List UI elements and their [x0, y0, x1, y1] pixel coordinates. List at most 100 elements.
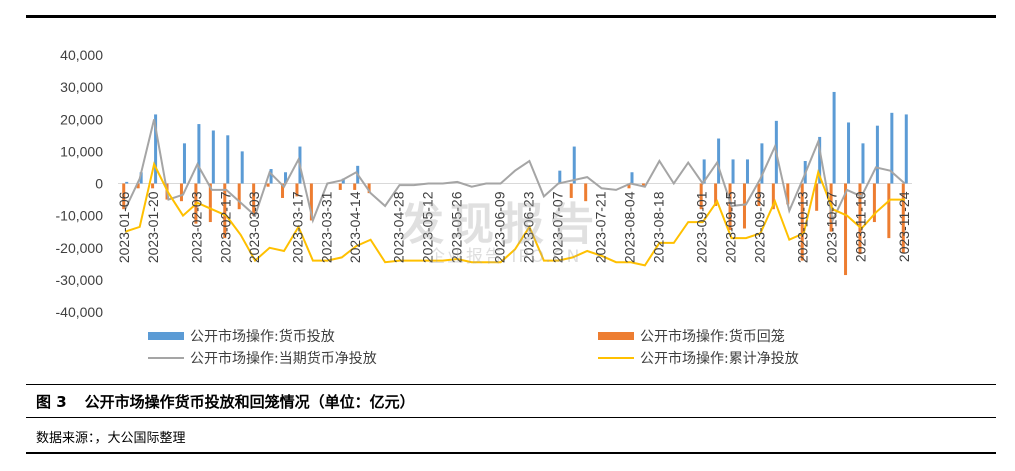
bar-withdraw: [699, 183, 703, 210]
bar-withdraw: [901, 183, 905, 253]
bar-invest: [341, 178, 345, 184]
bar-invest: [745, 159, 749, 184]
y-axis: 40,000 30,000 20,000 10,000 0 -10,000 -20,000 -…: [56, 47, 104, 320]
x-tick-label: 2023-05-12: [419, 191, 435, 263]
bar-invest: [904, 114, 908, 184]
bar-withdraw: [367, 183, 371, 194]
x-tick-label: 2023-09-15: [723, 191, 739, 263]
bar-withdraw: [584, 183, 588, 202]
y-tick-label: 10,000: [60, 143, 103, 159]
bar-invest: [197, 124, 201, 184]
bar-invest: [731, 159, 735, 184]
x-tick-label: 2023-09-29: [751, 191, 767, 263]
watermark-sub: 企业报告 IPO.CN: [428, 247, 582, 267]
bar-invest: [182, 143, 186, 184]
bar-withdraw: [338, 183, 342, 190]
x-tick-label: 2023-06-09: [492, 191, 508, 263]
bar-withdraw: [714, 183, 718, 206]
bar-withdraw: [252, 183, 256, 216]
bar-invest: [847, 122, 851, 184]
bars-invest-series: [125, 91, 908, 184]
bar-withdraw: [569, 183, 573, 198]
bar-invest: [875, 125, 879, 184]
x-tick-label: 2023-08-18: [650, 191, 666, 263]
bar-withdraw: [627, 183, 631, 189]
y-tick-label: -20,000: [56, 240, 104, 256]
y-tick-label: 0: [95, 176, 103, 192]
x-tick-label: 2023-10-27: [824, 191, 840, 263]
legend-label: 公开市场操作:货币回笼: [640, 328, 785, 345]
bar-withdraw: [208, 183, 212, 223]
bar-withdraw: [136, 183, 140, 189]
y-tick-label: 30,000: [60, 79, 103, 95]
caption-top-rule: [26, 384, 996, 385]
bar-withdraw: [295, 183, 299, 197]
x-tick-label: 2023-03-03: [246, 191, 262, 263]
x-tick-label: 2023-06-23: [520, 191, 536, 263]
bar-withdraw: [237, 183, 241, 210]
x-tick-label: 2023-01-20: [145, 191, 161, 263]
y-tick-label: 40,000: [60, 47, 103, 63]
x-tick-label: 2023-02-17: [217, 191, 233, 263]
bar-invest: [702, 159, 706, 184]
bar-withdraw: [309, 183, 313, 221]
bar-invest: [760, 143, 764, 184]
bar-invest: [572, 146, 576, 184]
bar-invest: [630, 172, 634, 184]
figure-title: 公开市场操作货币投放和回笼情况（单位：亿元）: [84, 393, 415, 411]
bar-withdraw: [800, 183, 804, 261]
y-tick-label: -30,000: [56, 272, 104, 288]
bar-withdraw: [179, 183, 183, 202]
bar-withdraw: [641, 183, 645, 187]
bar-invest: [154, 114, 158, 184]
bar-withdraw: [887, 183, 891, 239]
line-cum-series: [124, 161, 905, 267]
x-tick-label: 2023-03-17: [289, 191, 305, 263]
legend-label: 公开市场操作:累计净投放: [640, 350, 799, 367]
bar-invest: [818, 136, 822, 184]
bar-withdraw: [151, 183, 155, 189]
legend-label: 公开市场操作:当期货币净投放: [190, 350, 377, 367]
bar-invest: [717, 138, 721, 184]
x-tick-label: 2023-08-04: [621, 191, 637, 263]
x-tick-label: 2023-05-26: [448, 191, 464, 263]
x-tick-label: 2023-09-01: [694, 191, 710, 263]
bar-withdraw: [223, 183, 227, 239]
bar-withdraw: [728, 183, 732, 231]
legend-label: 公开市场操作:货币投放: [190, 328, 335, 345]
bar-invest: [558, 170, 562, 184]
y-tick-label: 20,000: [60, 111, 103, 127]
figure-caption: 图 3 公开市场操作货币投放和回笼情况（单位：亿元）: [36, 391, 415, 412]
top-rule: [26, 15, 996, 18]
bar-withdraw: [786, 183, 790, 205]
y-tick-label: -40,000: [56, 304, 104, 320]
bar-withdraw: [844, 183, 848, 276]
x-tick-label: 2023-07-07: [549, 191, 565, 263]
figure-number: 图 3: [36, 393, 67, 411]
x-axis: 2023-01-06 2023-01-20 2023-02-03 2023-02-17…: [116, 191, 912, 263]
legend-swatch: [598, 332, 634, 340]
bar-withdraw: [757, 183, 761, 206]
source-note: 数据来源：，大公国际整理: [36, 431, 186, 446]
x-tick-label: 2023-04-28: [391, 191, 407, 263]
bar-withdraw: [815, 183, 819, 211]
x-tick-label: 2023-04-14: [347, 191, 363, 263]
bar-withdraw: [122, 183, 126, 210]
bar-withdraw: [353, 183, 357, 190]
bar-invest: [890, 112, 894, 184]
bar-invest: [211, 130, 215, 184]
bar-invest: [125, 181, 129, 184]
caption-bottom-rule: [26, 417, 996, 418]
x-tick-label: 2023-02-03: [188, 191, 204, 263]
bar-invest: [240, 151, 244, 184]
bar-withdraw: [742, 183, 746, 229]
bar-withdraw: [858, 183, 862, 255]
chart: 40,000 30,000 20,000 10,000 0 -10,000 -20,000 -…: [56, 47, 912, 367]
bar-invest: [861, 143, 865, 184]
x-tick-label: 2023-07-21: [593, 191, 609, 263]
bar-withdraw: [771, 183, 775, 210]
y-tick-label: -10,000: [56, 208, 104, 224]
line-net-series: [124, 119, 906, 224]
x-tick-label: 2023-03-31: [318, 191, 334, 263]
